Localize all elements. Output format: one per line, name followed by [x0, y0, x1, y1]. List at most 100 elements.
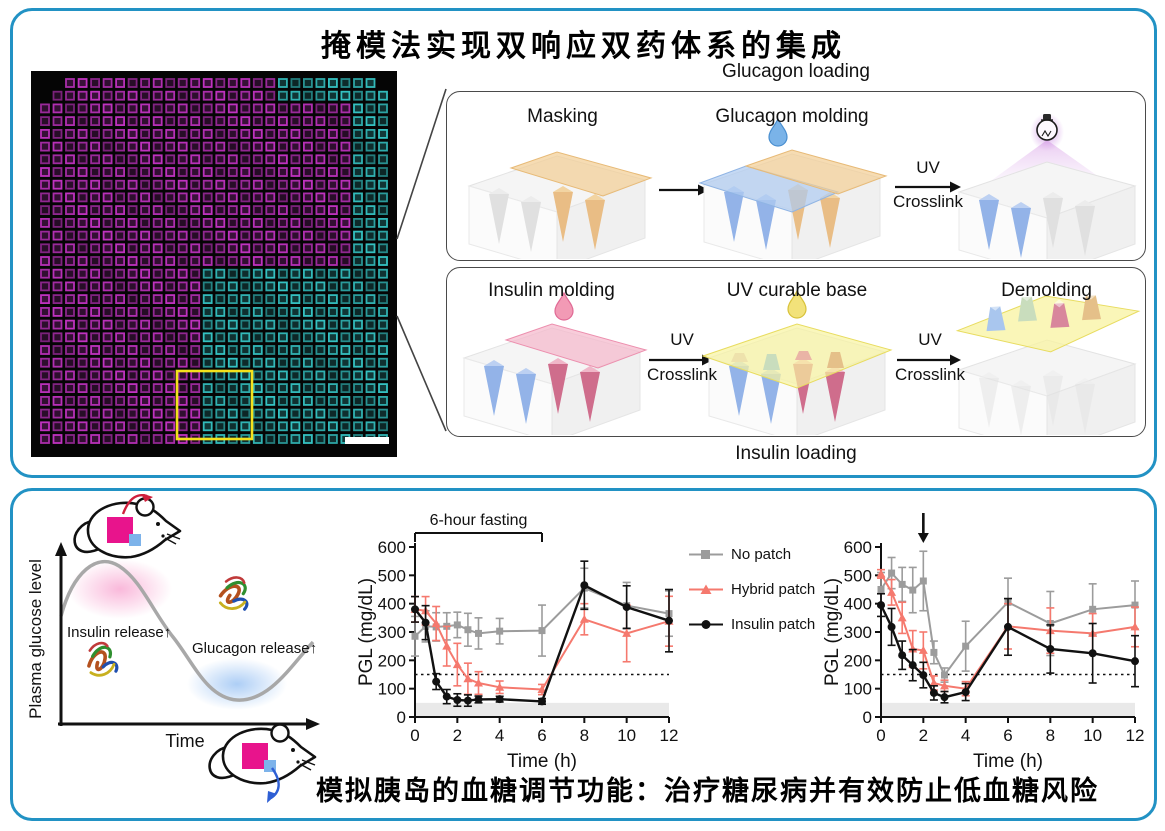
schematic-ylabel: Plasma glucose level	[26, 559, 45, 719]
chart-xlabel: Time (h)	[507, 751, 577, 772]
glucagon-molding-mold	[698, 117, 888, 259]
scale-bar	[345, 437, 389, 444]
mouse-body	[221, 727, 317, 785]
top-panel: 掩模法实现双响应双药体系的集成 Glucagon loading	[10, 8, 1157, 478]
x-tick-label: 10	[1083, 726, 1102, 745]
y-tick-label: 600	[378, 538, 406, 557]
solution-droplet	[768, 117, 788, 147]
mouse-tail	[73, 518, 102, 554]
protein-ribbon-icon	[218, 576, 249, 611]
y-tick-label: 200	[378, 651, 406, 670]
callout-line-top	[396, 88, 447, 240]
x-tick-label: 8	[1046, 726, 1055, 745]
mouse-body	[86, 501, 182, 559]
fasting-pgl-chart: 0 100 200 300 400 500 600 0 2 4 6 8 10 1…	[357, 512, 679, 772]
bottom-panel: Plasma glucose level Time Insulin releas…	[10, 488, 1157, 821]
uv-label: UV	[918, 330, 942, 349]
uv-label: UV	[916, 158, 940, 177]
y-tick-label: 500	[844, 566, 872, 585]
square-marker-icon	[689, 549, 723, 559]
schematic-xlabel: Time	[165, 731, 204, 751]
solution-droplet	[554, 291, 574, 321]
y-tick-label: 600	[844, 538, 872, 557]
triangle-marker-icon	[689, 584, 723, 594]
insulin-molding-step-label: Insulin molding	[488, 280, 615, 301]
roi-highlight-box	[175, 369, 254, 441]
administration-arrow	[917, 513, 929, 543]
x-tick-label: 12	[1126, 726, 1145, 745]
process-arrow	[649, 354, 713, 366]
x-tick-label: 0	[410, 726, 419, 745]
glucagon-release-label: Glucagon release↑	[192, 640, 317, 657]
x-tick-label: 8	[580, 726, 589, 745]
uv-curable-base-mold	[701, 289, 893, 435]
x-tick-label: 6	[1003, 726, 1012, 745]
masking-step-label: Masking	[527, 106, 598, 127]
y-tick-label: 400	[844, 595, 872, 614]
series-no-patch	[411, 567, 673, 657]
fasting-bracket: 6-hour fasting	[414, 512, 543, 542]
insulin-flow-box: Insulin molding UV curable base Demoldin…	[446, 267, 1146, 437]
glucagon-molding-step-label: Glucagon molding	[715, 106, 869, 127]
process-arrow	[897, 354, 961, 366]
demolding-step-label: Demolding	[1001, 280, 1092, 301]
mouse-ear	[270, 723, 290, 743]
crosslink-label: Crosslink	[647, 365, 717, 384]
uv-label: UV	[670, 330, 694, 349]
fluorescence-micrograph	[31, 71, 397, 457]
normoglycemia-band	[881, 702, 1135, 717]
glucose-regulation-schematic: Plasma glucose level Time Insulin releas…	[26, 494, 320, 803]
process-arrow	[895, 181, 961, 193]
uv-lamp-icon	[1036, 119, 1058, 141]
y-tick-label: 0	[397, 708, 406, 727]
x-tick-label: 4	[495, 726, 504, 745]
solution-droplet	[787, 289, 807, 319]
normoglycemia-band	[415, 702, 669, 717]
chart-ylabel: PGL (mg/dL)	[823, 578, 843, 686]
insulin-release-label: Insulin release↑	[67, 624, 171, 641]
bottom-caption: 模拟胰岛的血糖调节功能：治疗糖尿病并有效防止低血糖风险	[316, 776, 1099, 806]
chart-legend: No patch Hybrid patch Insulin patch	[689, 543, 815, 648]
chart-xlabel: Time (h)	[973, 751, 1043, 772]
mouse-tail	[208, 744, 237, 780]
series-insulin-patch	[877, 592, 1139, 704]
legend-item-insulin-patch: Insulin patch	[689, 613, 815, 635]
glucagon-loading-label: Glucagon loading	[722, 61, 870, 82]
callout-line-bottom	[396, 315, 447, 432]
uv-crosslink-mold	[957, 113, 1137, 259]
crosslink-label: Crosslink	[895, 365, 965, 384]
x-tick-label: 0	[876, 726, 885, 745]
x-tick-label: 6	[537, 726, 546, 745]
mouse-illustration	[208, 723, 317, 803]
insulin-molding-mold	[462, 291, 648, 435]
legend-label: Insulin patch	[731, 615, 816, 633]
hybrid-patch-magenta	[107, 517, 133, 543]
legend-item-no-patch: No patch	[689, 543, 815, 565]
crosslink-label: Crosslink	[893, 192, 963, 211]
legend-label: Hybrid patch	[731, 580, 816, 598]
x-tick-label: 12	[660, 726, 679, 745]
x-tick-label: 2	[919, 726, 928, 745]
legend-item-hybrid-patch: Hybrid patch	[689, 578, 815, 600]
glucose-challenge-pgl-chart: 0 100 200 300 400 500 600 0 2 4 6 8 10 1…	[823, 513, 1145, 772]
series-insulin-patch	[411, 560, 673, 708]
y-tick-label: 400	[378, 595, 406, 614]
glucagon-release-glow	[187, 658, 287, 710]
top-panel-title: 掩模法实现双响应双药体系的集成	[321, 30, 846, 63]
y-tick-label: 200	[844, 651, 872, 670]
x-tick-label: 4	[961, 726, 970, 745]
process-arrow	[659, 184, 709, 196]
y-tick-label: 0	[863, 708, 872, 727]
hybrid-patch-blue	[129, 534, 141, 546]
insulin-loading-label: Insulin loading	[735, 443, 857, 464]
protein-ribbon-icon	[87, 641, 119, 677]
demolding-mold	[955, 291, 1141, 435]
y-tick-label: 300	[844, 623, 872, 642]
y-tick-label: 100	[844, 680, 872, 699]
y-tick-label: 500	[378, 566, 406, 585]
uv-curable-base-step-label: UV curable base	[726, 280, 868, 301]
glucose-sine-curve	[59, 559, 315, 702]
x-tick-label: 10	[617, 726, 636, 745]
glucagon-flow-box: Masking Glucagon molding UV Crosslink	[446, 91, 1146, 261]
